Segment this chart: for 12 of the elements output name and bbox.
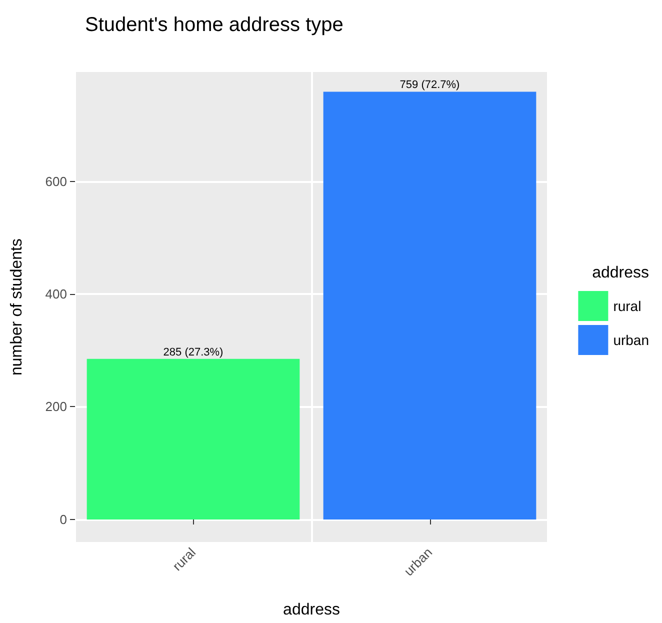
y-tick-label: 400 — [45, 286, 67, 302]
legend-label: urban — [613, 332, 650, 348]
chart-title: Student's home address type — [85, 14, 344, 36]
x-axis-title: address — [283, 602, 340, 618]
legend-label: rural — [613, 298, 642, 314]
y-tick-label: 200 — [45, 399, 67, 414]
data-label: 285 (27.3%) — [163, 346, 224, 358]
y-tick-label: 600 — [45, 174, 67, 189]
y-axis-title: number of students — [8, 238, 26, 376]
data-label: 759 (72.7%) — [400, 79, 460, 92]
y-tick-label: 0 — [60, 512, 67, 527]
legend-title: address — [592, 264, 649, 282]
